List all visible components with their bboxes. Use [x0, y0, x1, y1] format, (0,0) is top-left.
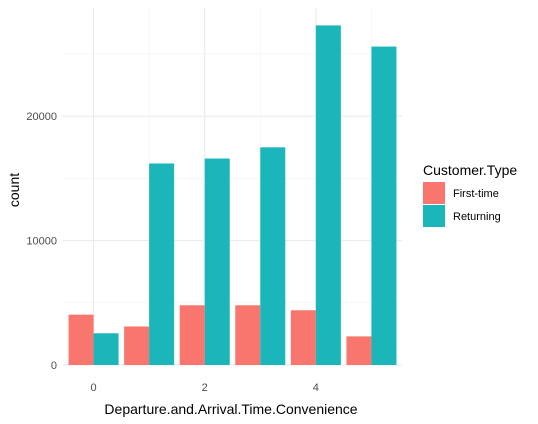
legend-label-first-time: First-time: [453, 188, 499, 200]
x-tick-label: 4: [313, 382, 319, 394]
bar-returning-x0: [93, 333, 119, 365]
bar-returning-x2: [204, 158, 230, 365]
legend-title: Customer.Type: [423, 162, 517, 178]
y-tick-label: 10000: [26, 236, 57, 248]
major-gridlines: [63, 8, 402, 366]
x-tick-labels: 0 2 4: [91, 382, 319, 394]
legend-label-returning: Returning: [453, 211, 501, 223]
legend-key-first-time: [423, 182, 445, 204]
x-tick-label: 2: [202, 382, 208, 394]
bar-returning-x5: [371, 46, 397, 365]
bars: [68, 25, 397, 365]
bar-returning-x4: [315, 25, 341, 365]
bar-first-time-x2: [179, 305, 205, 365]
y-tick-label: 20000: [26, 111, 57, 123]
y-axis-title: count: [6, 173, 22, 207]
bar-first-time-x4: [290, 310, 316, 365]
bar-first-time-x1: [124, 326, 150, 365]
minor-gridlines: [63, 8, 402, 365]
bar-first-time-x5: [346, 336, 372, 365]
legend: Customer.Type First-time Returning: [423, 162, 517, 227]
x-tick-label: 0: [91, 382, 97, 394]
bar-returning-x3: [260, 147, 286, 365]
legend-key-returning: [423, 205, 445, 227]
y-tick-label: 0: [51, 360, 57, 372]
x-axis-title: Departure.and.Arrival.Time.Convenience: [104, 401, 357, 417]
bar-first-time-x0: [68, 314, 94, 365]
y-tick-labels: 0 10000 20000: [26, 111, 57, 372]
bar-returning-x1: [149, 163, 175, 365]
bar-first-time-x3: [235, 305, 261, 365]
